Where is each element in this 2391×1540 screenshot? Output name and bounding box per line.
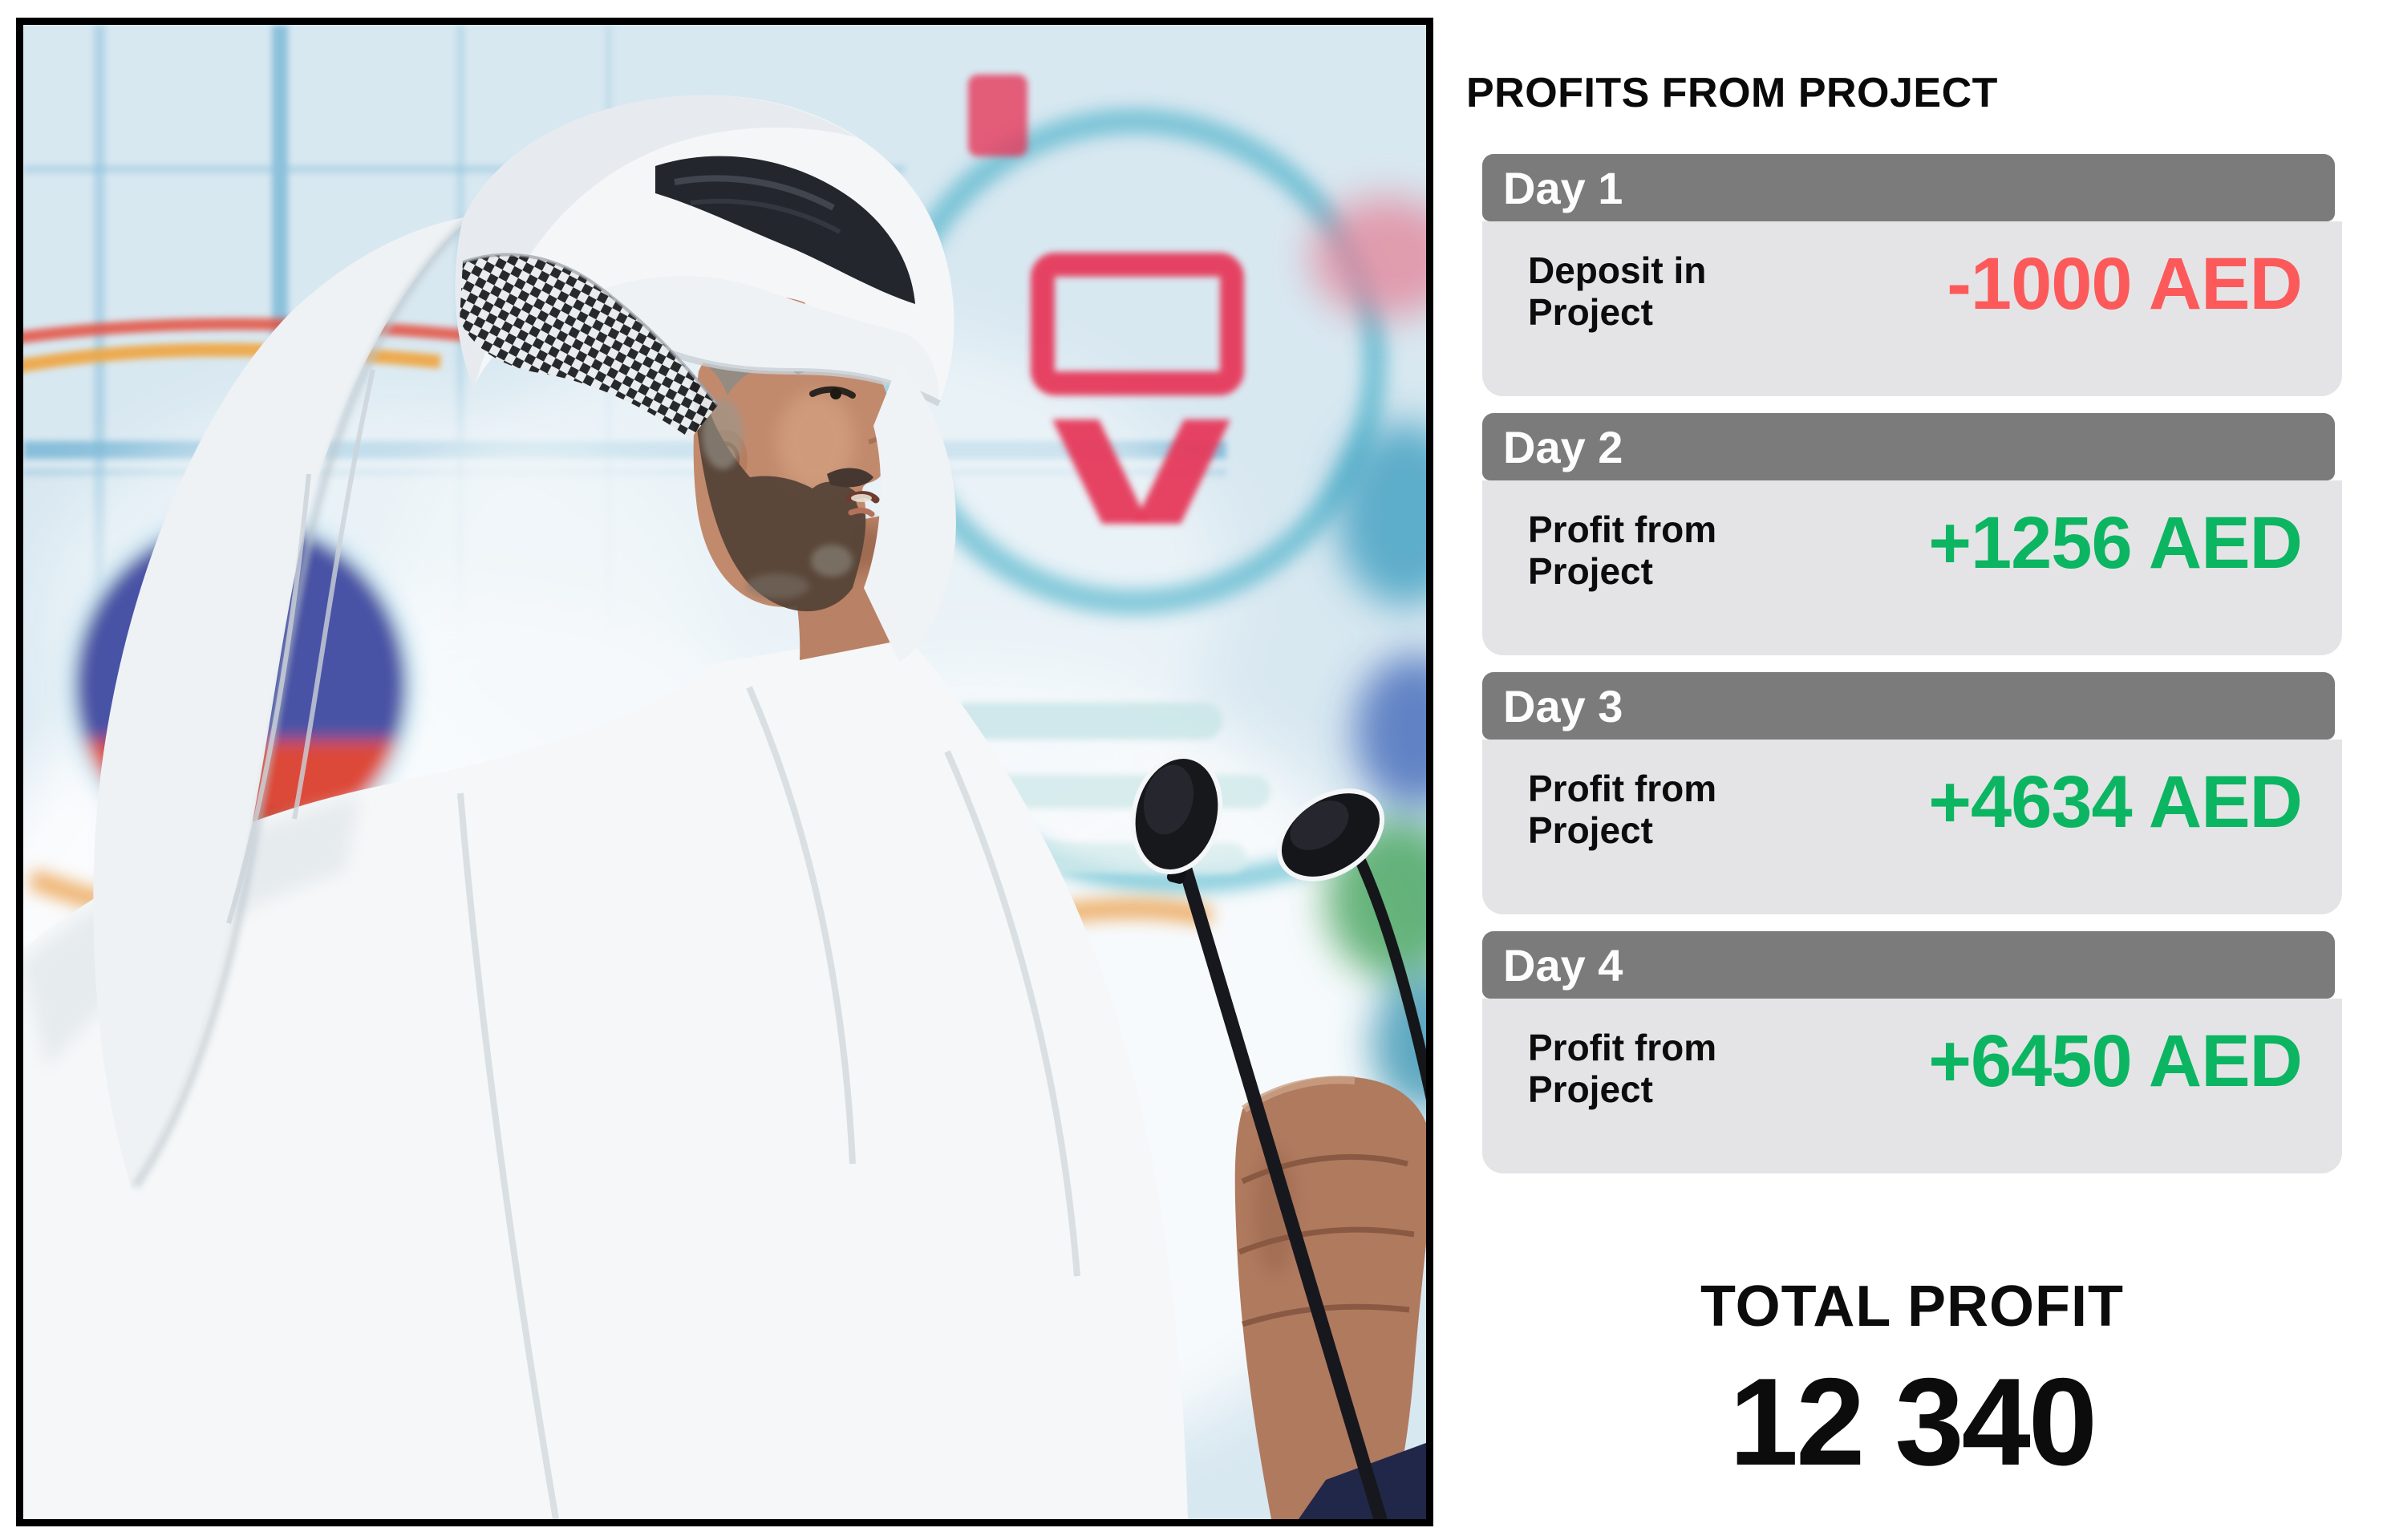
day-row-label: Profit from Project	[1528, 480, 1716, 592]
headdress-tail	[93, 213, 476, 1189]
total-profit-section: TOTAL PROFIT 12 340	[1482, 1274, 2342, 1493]
day-card: Day 2 Profit from Project +1256 AED	[1482, 413, 2342, 655]
day-card: Day 3 Profit from Project +4634 AED	[1482, 672, 2342, 914]
day-row-label-line1: Profit from	[1528, 768, 1717, 809]
day-row-label: Deposit in Project	[1528, 221, 1706, 333]
microphone-2	[1276, 788, 1426, 1100]
day-row-label-line1: Profit from	[1528, 509, 1717, 550]
panel-title: PROFITS FROM PROJECT	[1466, 70, 1998, 116]
day-label: Day 1	[1503, 162, 1623, 213]
day-row-label-line2: Project	[1528, 1068, 1653, 1110]
day-row-label: Profit from Project	[1528, 999, 1716, 1110]
headdress-dark-fold	[655, 156, 915, 304]
profits-panel: PROFITS FROM PROJECT Day 1 Deposit in Pr…	[1466, 0, 2342, 1540]
day-card-header: Day 4	[1482, 931, 2335, 999]
total-profit-label: TOTAL PROFIT	[1700, 1275, 2124, 1339]
day-label: Day 2	[1503, 421, 1623, 472]
beard	[694, 395, 880, 612]
day-card-body: Profit from Project +1256 AED	[1482, 480, 2342, 655]
day-cards: Day 1 Deposit in Project -1000 AED Day 2…	[1482, 154, 2342, 1190]
day-card: Day 4 Profit from Project +6450 AED	[1482, 931, 2342, 1173]
day-card-header: Day 1	[1482, 154, 2335, 221]
day-card-header: Day 3	[1482, 672, 2335, 740]
total-profit-value: 12 340	[1728, 1352, 2097, 1491]
speaker-photo	[16, 18, 1433, 1526]
day-row-value: +6450 AED	[1928, 1020, 2303, 1102]
headdress	[455, 95, 956, 662]
day-row-value: +1256 AED	[1928, 502, 2303, 584]
day-row-label-line2: Project	[1528, 290, 1653, 333]
day-card-body: Profit from Project +6450 AED	[1482, 999, 2342, 1173]
day-row-label-line1: Profit from	[1528, 1027, 1717, 1068]
headdress-mesh-band	[460, 254, 718, 439]
microphone-1	[1130, 754, 1388, 1519]
day-label: Day 4	[1503, 939, 1623, 991]
day-row-label-line2: Project	[1528, 549, 1653, 592]
speaker	[23, 95, 1426, 1519]
day-row-value: -1000 AED	[1947, 243, 2303, 325]
day-row-value: +4634 AED	[1928, 761, 2303, 843]
day-row-label-line1: Deposit in	[1528, 249, 1707, 291]
day-card-header: Day 2	[1482, 413, 2335, 480]
speaker-photo-illustration	[23, 25, 1426, 1519]
day-card: Day 1 Deposit in Project -1000 AED	[1482, 154, 2342, 396]
day-card-body: Profit from Project +4634 AED	[1482, 740, 2342, 914]
day-row-label: Profit from Project	[1528, 740, 1716, 851]
day-card-body: Deposit in Project -1000 AED	[1482, 221, 2342, 396]
red-frame-icon	[968, 75, 1244, 524]
day-row-label-line2: Project	[1528, 808, 1653, 851]
day-label: Day 3	[1503, 680, 1623, 732]
